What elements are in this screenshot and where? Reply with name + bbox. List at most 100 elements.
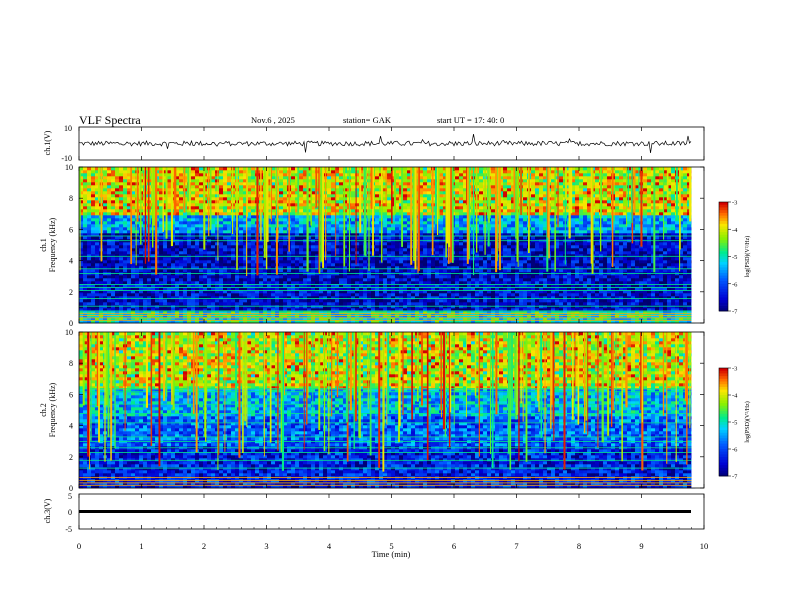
spectrogram-cell bbox=[451, 302, 456, 306]
spectrogram-cell bbox=[243, 299, 248, 303]
spectrogram-cell bbox=[207, 257, 212, 261]
spectrogram-cell bbox=[491, 245, 496, 249]
spectrogram-cell bbox=[171, 296, 176, 300]
spectrogram-cell bbox=[667, 260, 672, 264]
spectrogram-cell bbox=[667, 308, 672, 312]
spectrogram-cell bbox=[167, 266, 172, 270]
spectrogram-cell bbox=[339, 269, 344, 273]
spectrogram-cell bbox=[159, 317, 164, 321]
spectrogram-cell bbox=[547, 299, 552, 303]
spectrogram-cell bbox=[223, 269, 228, 273]
spectrogram-cell bbox=[543, 257, 548, 261]
spectrogram-cell bbox=[387, 269, 392, 273]
spectrogram-cell bbox=[295, 299, 300, 303]
spectrogram-cell bbox=[503, 305, 508, 309]
spectrogram-cell bbox=[431, 260, 436, 264]
spectrogram-cell bbox=[463, 302, 468, 306]
spectrogram-cell bbox=[299, 317, 304, 321]
spectrogram-cell bbox=[171, 308, 176, 312]
spectrogram-cell bbox=[487, 290, 492, 294]
spectrogram-cell bbox=[207, 290, 212, 294]
spectrogram-cell bbox=[479, 305, 484, 309]
spectrogram-cell bbox=[199, 257, 204, 261]
spectrogram-cell bbox=[511, 260, 516, 264]
spectrogram-cell bbox=[263, 299, 268, 303]
spectrogram-cell bbox=[491, 281, 496, 285]
spectrogram-cell bbox=[435, 260, 440, 264]
spectrogram-cell bbox=[231, 236, 236, 240]
spectrogram-cell bbox=[279, 227, 284, 231]
spectrogram-cell bbox=[631, 248, 636, 252]
spectrogram-cell bbox=[679, 257, 684, 261]
spectrogram-cell bbox=[603, 275, 608, 279]
spectrogram-cell bbox=[415, 230, 420, 234]
spectrogram-cell bbox=[351, 275, 356, 279]
spectrogram-cell bbox=[627, 263, 632, 267]
spectrogram-cell bbox=[171, 245, 176, 249]
spectrogram-cell bbox=[391, 266, 396, 270]
spectrogram-cell bbox=[295, 227, 300, 231]
spectrogram-cell bbox=[623, 227, 628, 231]
spectrogram-cell bbox=[215, 263, 220, 267]
spectrogram-cell bbox=[535, 311, 540, 315]
spectrogram-cell bbox=[135, 305, 140, 309]
spectrogram-cell bbox=[271, 275, 276, 279]
spectrogram-cell bbox=[571, 242, 576, 246]
spectrogram-cell bbox=[579, 233, 584, 237]
spectrogram-cell bbox=[331, 284, 336, 288]
spectrogram-cell bbox=[199, 296, 204, 300]
spectrogram-cell bbox=[403, 311, 408, 315]
spectrogram-cell bbox=[383, 320, 388, 324]
spectrogram-cell bbox=[371, 284, 376, 288]
spectrogram-cell bbox=[335, 305, 340, 309]
spectrogram-cell bbox=[571, 251, 576, 255]
spectrogram-cell bbox=[187, 278, 192, 282]
spectrogram-cell bbox=[491, 308, 496, 312]
spectrogram-cell bbox=[607, 278, 612, 282]
spectrogram-cell bbox=[275, 284, 280, 288]
spectrogram-cell bbox=[219, 281, 224, 285]
spectrogram-cell bbox=[551, 242, 556, 246]
spectrogram-cell bbox=[503, 293, 508, 297]
spectrogram-cell bbox=[175, 242, 180, 246]
spectrogram-cell bbox=[203, 290, 208, 294]
spectrogram-cell bbox=[203, 281, 208, 285]
spectrogram-cell bbox=[559, 245, 564, 249]
spectrogram-cell bbox=[367, 281, 372, 285]
spectrogram-cell bbox=[275, 317, 280, 321]
spectrogram-cell bbox=[351, 302, 356, 306]
spectrogram-cell bbox=[143, 263, 148, 267]
spectrogram-cell bbox=[99, 269, 104, 273]
spectrogram-cell bbox=[559, 296, 564, 300]
spectrogram-cell bbox=[99, 308, 104, 312]
spectrogram-cell bbox=[83, 236, 88, 240]
spectrogram-cell bbox=[659, 251, 664, 255]
spectrogram-cell bbox=[379, 284, 384, 288]
spectrogram-cell bbox=[103, 260, 108, 264]
spectrogram-cell bbox=[119, 242, 124, 246]
spectrogram-cell bbox=[515, 287, 520, 291]
spectrogram-cell bbox=[551, 311, 556, 315]
spectrogram-cell bbox=[95, 242, 100, 246]
spectrogram-cell bbox=[335, 311, 340, 315]
spectrogram-cell bbox=[151, 275, 156, 279]
spectrogram-cell bbox=[619, 257, 624, 261]
spectrogram-cell bbox=[159, 308, 164, 312]
spectrogram-cell bbox=[575, 263, 580, 267]
spectrogram-cell bbox=[127, 242, 132, 246]
spectrogram-cell bbox=[383, 251, 388, 255]
spectrogram-cell bbox=[383, 299, 388, 303]
spectrogram-cell bbox=[639, 263, 644, 267]
spectrogram-cell bbox=[327, 287, 332, 291]
spectrogram-cell bbox=[87, 320, 92, 324]
spectrogram-cell bbox=[159, 320, 164, 324]
spectrogram-cell bbox=[583, 299, 588, 303]
spectrogram-cell bbox=[363, 302, 368, 306]
spectrogram-cell bbox=[543, 281, 548, 285]
spectrogram-cell bbox=[555, 281, 560, 285]
spectrogram-cell bbox=[115, 275, 120, 279]
spectrogram-cell bbox=[187, 269, 192, 273]
spectrogram-cell bbox=[619, 284, 624, 288]
spectrogram-cell bbox=[163, 308, 168, 312]
spectrogram-cell bbox=[651, 233, 656, 237]
